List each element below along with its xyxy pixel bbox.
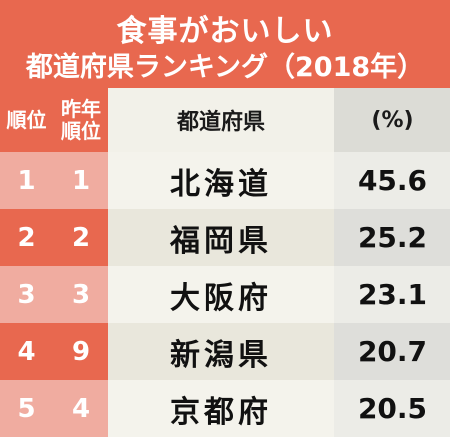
rank-cell: 2 xyxy=(0,209,54,266)
header-prev-rank: 昨年 順位 xyxy=(54,88,108,152)
table-body: 1 1 北海道 45.6 2 2 福岡県 25.2 3 3 大阪府 23.1 4 9 新潟県 20.7 5 4 京都… xyxy=(0,152,450,437)
prefecture-cell: 大阪府 xyxy=(108,266,334,323)
rank-cell: 1 xyxy=(0,152,54,209)
header-prefecture: 都道府県 xyxy=(108,88,334,152)
rank-cell: 5 xyxy=(0,380,54,437)
header-rank: 順位 xyxy=(0,88,54,152)
value-cell: 25.2 xyxy=(334,209,450,266)
prev-rank-cell: 4 xyxy=(54,380,108,437)
table-row: 2 2 福岡県 25.2 xyxy=(0,209,450,266)
header-value: (%) xyxy=(334,88,450,152)
table-row: 5 4 京都府 20.5 xyxy=(0,380,450,437)
prefecture-cell: 北海道 xyxy=(108,152,334,209)
chart-title-line2: 都道府県ランキング（2018年） xyxy=(25,52,425,83)
prefecture-cell: 京都府 xyxy=(108,380,334,437)
value-cell: 20.5 xyxy=(334,380,450,437)
header-rank-label: 順位 xyxy=(6,108,47,132)
prev-rank-cell: 1 xyxy=(54,152,108,209)
table-row: 1 1 北海道 45.6 xyxy=(0,152,450,209)
value-cell: 23.1 xyxy=(334,266,450,323)
prev-rank-cell: 9 xyxy=(54,323,108,380)
header-prev-rank-label: 昨年 順位 xyxy=(61,97,101,143)
value-cell: 45.6 xyxy=(334,152,450,209)
table-row: 4 9 新潟県 20.7 xyxy=(0,323,450,380)
rank-cell: 3 xyxy=(0,266,54,323)
prefecture-cell: 新潟県 xyxy=(108,323,334,380)
prev-rank-cell: 3 xyxy=(54,266,108,323)
rank-cell: 4 xyxy=(0,323,54,380)
prev-rank-cell: 2 xyxy=(54,209,108,266)
table-row: 3 3 大阪府 23.1 xyxy=(0,266,450,323)
value-cell: 20.7 xyxy=(334,323,450,380)
chart-title-line1: 食事がおいしい xyxy=(116,14,334,49)
table-header-row: 順位 昨年 順位 都道府県 (%) xyxy=(0,88,450,152)
prefecture-cell: 福岡県 xyxy=(108,209,334,266)
ranking-table: 順位 昨年 順位 都道府県 (%) 1 1 北海道 45.6 2 2 福岡県 25.2 3 3 大阪府… xyxy=(0,88,450,437)
chart-title-banner: 食事がおいしい 都道府県ランキング（2018年） xyxy=(0,0,450,84)
